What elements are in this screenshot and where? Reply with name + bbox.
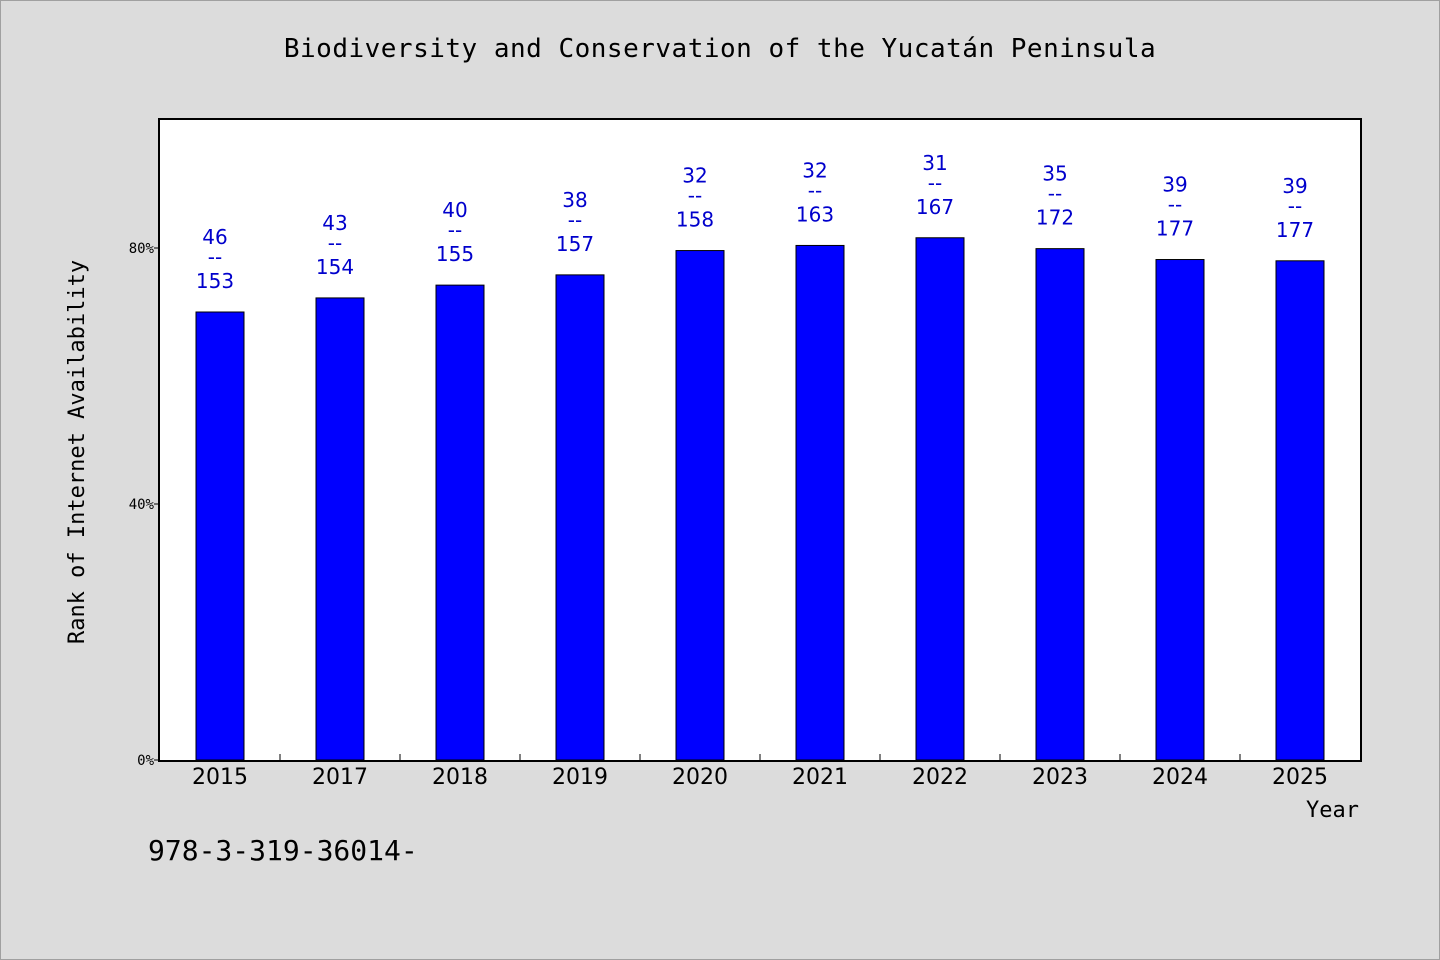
data-label-rank: 39 [1162, 173, 1187, 197]
data-label-separator: -- [928, 171, 942, 195]
data-label-rank: 46 [202, 225, 227, 249]
data-label-separator: -- [688, 184, 702, 208]
data-label-separator: -- [208, 245, 222, 269]
bar [795, 244, 845, 761]
x-axis-ticks: 2015 2017 2018 2019 2020 2021 2022 2023 2024 2025 [192, 754, 1328, 790]
data-label-separator: -- [1168, 193, 1182, 217]
x-tick-label: 2020 [672, 765, 728, 790]
x-tick-label: 2022 [912, 765, 968, 790]
x-tick-label: 2025 [1272, 765, 1328, 790]
bar [555, 274, 605, 761]
data-label-separator: -- [448, 218, 462, 242]
bar [915, 237, 965, 761]
bar [1035, 248, 1085, 761]
data-label-total: 167 [916, 195, 954, 219]
data-label-rank: 32 [802, 158, 827, 182]
y-axis-title: Rank of Internet Availability [65, 260, 90, 644]
data-label-rank: 43 [322, 211, 347, 235]
data-label-total: 154 [316, 255, 354, 279]
data-label-total: 163 [796, 202, 834, 226]
bar [435, 284, 485, 761]
bar [195, 311, 245, 761]
data-label-rank: 40 [442, 198, 467, 222]
chart-title: Biodiversity and Conservation of the Yuc… [283, 34, 1157, 64]
y-tick-label: 0% [137, 753, 154, 769]
data-label-rank: 35 [1042, 162, 1067, 186]
data-label-rank: 31 [922, 151, 947, 175]
y-tick-label: 40% [129, 497, 155, 513]
data-labels: 46--15343--15440--15538--15732--15832--1… [196, 151, 1314, 293]
x-tick-label: 2015 [192, 765, 248, 790]
y-tick-label: 80% [129, 241, 155, 257]
x-tick-label: 2017 [312, 765, 368, 790]
data-label-separator: -- [1048, 182, 1062, 206]
data-label-total: 153 [196, 269, 234, 293]
bar [675, 250, 725, 761]
x-tick-label: 2024 [1152, 765, 1208, 790]
x-axis-title: Year [1306, 798, 1359, 823]
data-label-total: 155 [436, 242, 474, 266]
data-label-total: 177 [1276, 218, 1314, 242]
data-label-total: 158 [676, 208, 714, 232]
data-label-separator: -- [1288, 194, 1302, 218]
data-label-rank: 32 [682, 164, 707, 188]
data-label-total: 157 [556, 232, 594, 256]
bar [1275, 260, 1325, 761]
x-tick-label: 2019 [552, 765, 608, 790]
data-label-total: 172 [1036, 206, 1074, 230]
data-label-rank: 39 [1282, 174, 1307, 198]
footer-code: 978-3-319-36014- [148, 834, 418, 867]
data-label-separator: -- [328, 231, 342, 255]
x-tick-label: 2021 [792, 765, 848, 790]
bar [315, 297, 365, 761]
bar-series [195, 237, 1325, 761]
x-tick-label: 2018 [432, 765, 488, 790]
data-label-separator: -- [808, 178, 822, 202]
x-tick-label: 2023 [1032, 765, 1088, 790]
data-label-total: 177 [1156, 217, 1194, 241]
data-label-separator: -- [568, 208, 582, 232]
y-axis-ticks: 0% 40% 80% [129, 241, 160, 769]
bar [1155, 259, 1205, 761]
data-label-rank: 38 [562, 188, 587, 212]
